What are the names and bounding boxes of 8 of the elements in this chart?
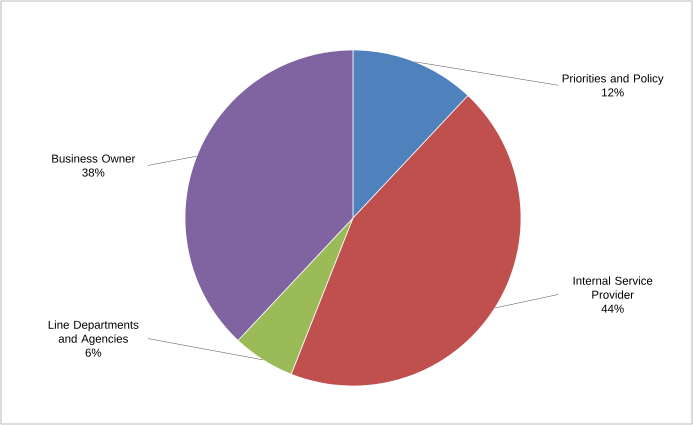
slice-label: Priorities and Policy — [562, 74, 664, 85]
slice-label: Line Departments and Agencies — [48, 320, 138, 346]
slice-label: Internal Service Provider — [574, 276, 652, 299]
slice-label: Business Owner — [52, 154, 136, 163]
data-label: 6% — [86, 348, 102, 357]
data-label: 38% — [82, 168, 104, 177]
data-label: 12% — [602, 88, 624, 96]
data-label: 44% — [601, 304, 624, 313]
